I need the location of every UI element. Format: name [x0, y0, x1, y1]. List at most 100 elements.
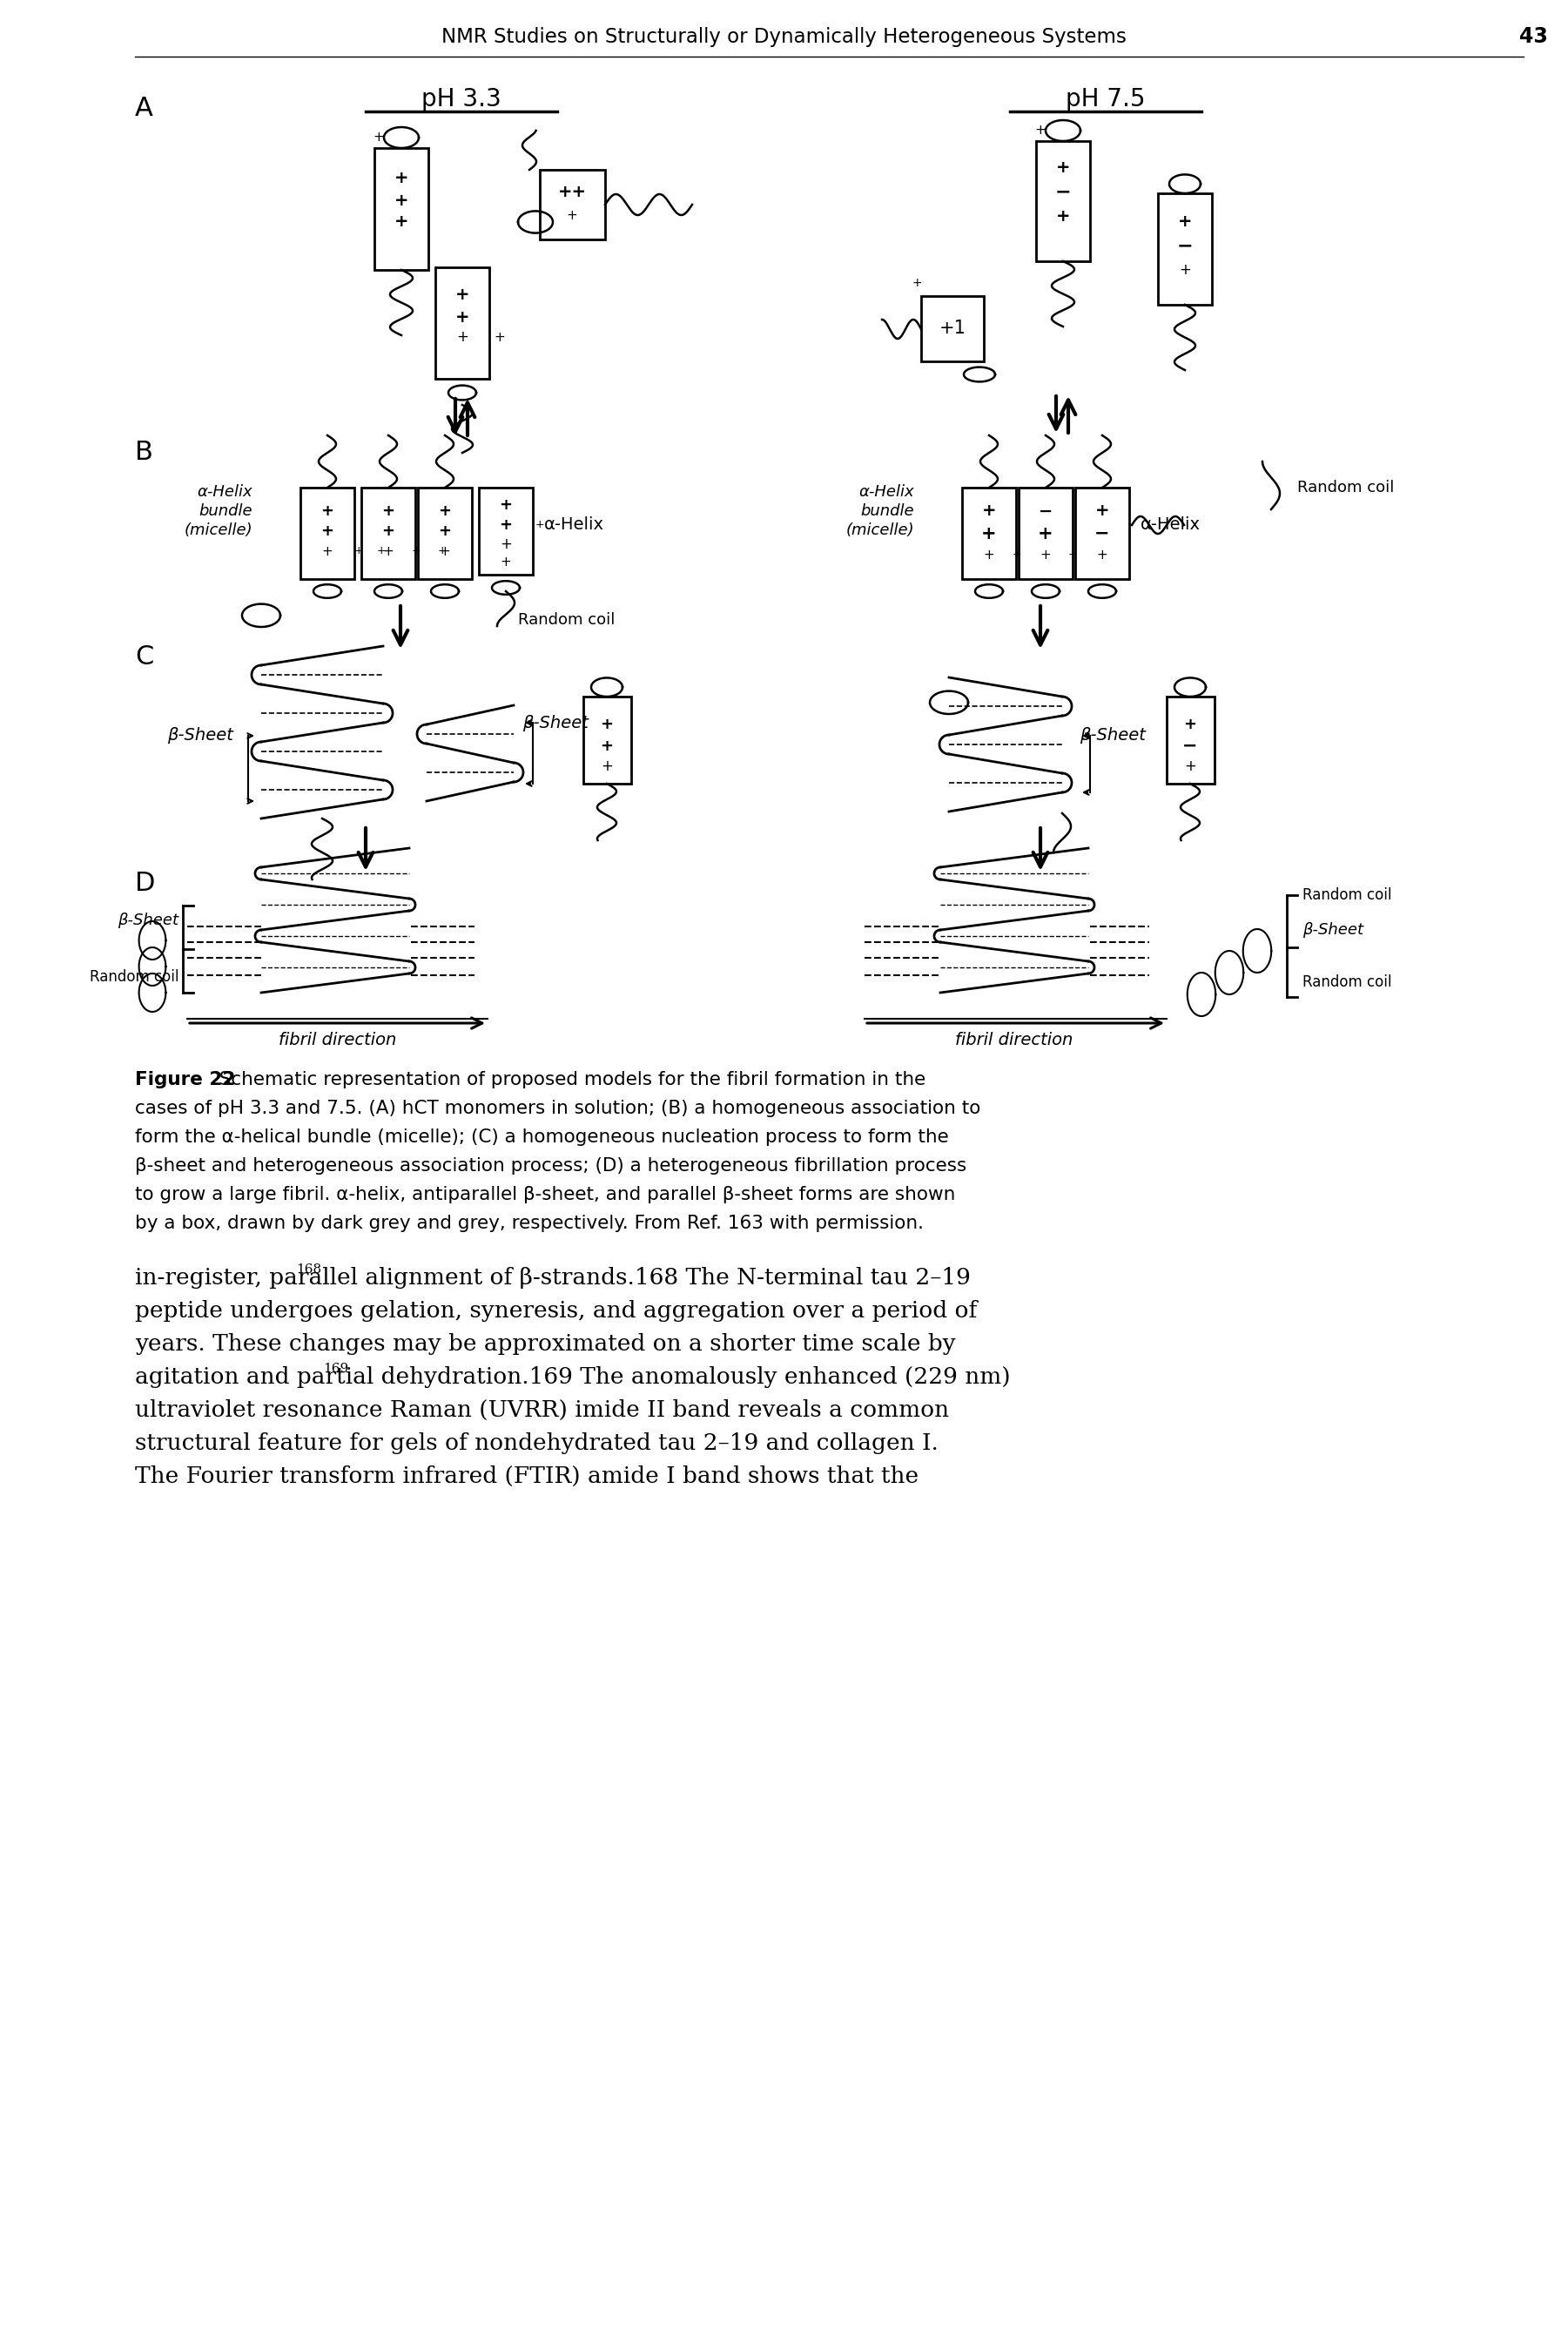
Text: form the α-helical bundle (micelle); (C) a homogeneous nucleation process to for: form the α-helical bundle (micelle); (C)…	[135, 1128, 949, 1145]
Text: +: +	[321, 524, 334, 538]
Text: bundle: bundle	[861, 503, 914, 520]
Text: to grow a large fibril. α-helix, antiparallel β-sheet, and parallel β-sheet form: to grow a large fibril. α-helix, antipar…	[135, 1185, 955, 1204]
Text: +: +	[437, 545, 447, 557]
Text: A: A	[135, 96, 154, 120]
Text: +: +	[983, 548, 994, 562]
Bar	[1076, 487, 1129, 578]
Text: +: +	[1055, 207, 1071, 223]
Text: cases of pH 3.3 and 7.5. (A) hCT monomers in solution; (B) a homogeneous associa: cases of pH 3.3 and 7.5. (A) hCT monomer…	[135, 1100, 980, 1117]
Text: +: +	[383, 545, 394, 557]
Text: peptide undergoes gelation, syneresis, and aggregation over a period of: peptide undergoes gelation, syneresis, a…	[135, 1300, 977, 1321]
Text: +: +	[439, 545, 450, 557]
Text: pH 7.5: pH 7.5	[1066, 87, 1146, 110]
Text: +: +	[439, 524, 452, 538]
Text: +: +	[499, 496, 513, 513]
Bar	[478, 487, 533, 574]
Text: +: +	[376, 545, 386, 557]
Text: +: +	[1178, 214, 1192, 230]
Text: β-Sheet: β-Sheet	[1080, 726, 1146, 743]
Text: bundle: bundle	[199, 503, 252, 520]
Text: −: −	[1182, 738, 1198, 755]
Text: +: +	[1055, 160, 1071, 176]
Text: in-register, parallel alignment of β-strands.168 The N-terminal tau 2–19: in-register, parallel alignment of β-str…	[135, 1267, 971, 1288]
Text: pH 3.3: pH 3.3	[422, 87, 502, 110]
Text: α-Helix: α-Helix	[859, 484, 914, 501]
Text: −: −	[1178, 237, 1193, 254]
Text: +: +	[321, 545, 332, 557]
Text: +: +	[601, 717, 613, 731]
Text: B: B	[135, 440, 154, 465]
Text: +: +	[411, 545, 420, 557]
Text: +: +	[1068, 550, 1077, 560]
Text: +: +	[601, 759, 613, 773]
Text: 43: 43	[1519, 26, 1548, 47]
Text: +: +	[1013, 550, 1021, 560]
Text: +: +	[394, 214, 409, 230]
Text: −: −	[1094, 524, 1110, 543]
Text: +: +	[601, 738, 613, 755]
Text: +: +	[394, 193, 409, 209]
Text: +: +	[499, 517, 513, 534]
Text: years. These changes may be approximated on a shorter time scale by: years. These changes may be approximated…	[135, 1333, 955, 1354]
Text: structural feature for gels of nondehydrated tau 2–19 and collagen I.: structural feature for gels of nondehydr…	[135, 1432, 938, 1455]
Text: ++: ++	[558, 183, 586, 200]
Text: +: +	[1038, 524, 1054, 543]
Text: α-Helix: α-Helix	[1140, 517, 1201, 534]
Text: +: +	[1096, 548, 1107, 562]
Text: +: +	[1184, 759, 1196, 773]
Bar	[436, 268, 489, 379]
Bar	[920, 296, 983, 362]
Text: α-Helix: α-Helix	[544, 517, 604, 534]
Text: Random coil: Random coil	[1303, 886, 1392, 903]
Bar	[1036, 141, 1090, 261]
Bar	[375, 148, 428, 270]
Bar	[583, 696, 632, 783]
Text: +: +	[1179, 261, 1192, 277]
Text: +: +	[1035, 125, 1046, 136]
Bar	[963, 487, 1016, 578]
Text: +: +	[455, 287, 469, 303]
Text: β-Sheet: β-Sheet	[168, 726, 234, 743]
Bar	[1157, 193, 1212, 306]
Text: fibril direction: fibril direction	[955, 1032, 1073, 1049]
Text: β-Sheet: β-Sheet	[1303, 922, 1364, 938]
Text: −: −	[1038, 503, 1052, 520]
Text: +: +	[1094, 503, 1110, 520]
Text: +: +	[439, 503, 452, 520]
Text: +: +	[1040, 548, 1051, 562]
Text: Random coil: Random coil	[1297, 480, 1394, 496]
Text: 169: 169	[323, 1364, 350, 1375]
Text: −: −	[1055, 183, 1071, 200]
Text: NMR Studies on Structurally or Dynamically Heterogeneous Systems: NMR Studies on Structurally or Dynamical…	[441, 26, 1126, 47]
Text: (micelle): (micelle)	[183, 522, 252, 538]
Bar	[301, 487, 354, 578]
Bar	[539, 169, 605, 240]
Bar	[1167, 696, 1215, 783]
Text: +: +	[500, 555, 511, 569]
Text: +: +	[500, 536, 511, 552]
Text: +: +	[455, 310, 469, 327]
Bar	[419, 487, 472, 578]
Text: +: +	[982, 503, 996, 520]
Text: α-Helix: α-Helix	[198, 484, 252, 501]
Text: agitation and partial dehydration.169 The anomalously enhanced (229 nm): agitation and partial dehydration.169 Th…	[135, 1366, 1010, 1387]
Text: The Fourier transform infrared (FTIR) amide I band shows that the: The Fourier transform infrared (FTIR) am…	[135, 1465, 919, 1488]
Text: Figure 22: Figure 22	[135, 1072, 235, 1089]
Text: Schematic representation of proposed models for the fibril formation in the: Schematic representation of proposed mod…	[207, 1072, 925, 1089]
Text: +: +	[535, 520, 544, 531]
Text: +: +	[911, 277, 922, 289]
Text: +: +	[381, 503, 395, 520]
Text: +: +	[982, 524, 997, 543]
Text: 168: 168	[296, 1262, 321, 1277]
Text: +: +	[1184, 717, 1196, 731]
Text: +: +	[354, 545, 364, 557]
Text: +: +	[394, 169, 409, 186]
Text: β-sheet and heterogeneous association process; (D) a heterogeneous fibrillation : β-sheet and heterogeneous association pr…	[135, 1157, 966, 1176]
Text: β-Sheet: β-Sheet	[522, 715, 588, 731]
Text: Random coil: Random coil	[517, 611, 615, 628]
Text: +: +	[456, 329, 469, 346]
Text: (micelle): (micelle)	[845, 522, 914, 538]
Text: D: D	[135, 870, 155, 896]
Text: β-Sheet: β-Sheet	[118, 912, 179, 929]
Text: +: +	[373, 132, 384, 143]
